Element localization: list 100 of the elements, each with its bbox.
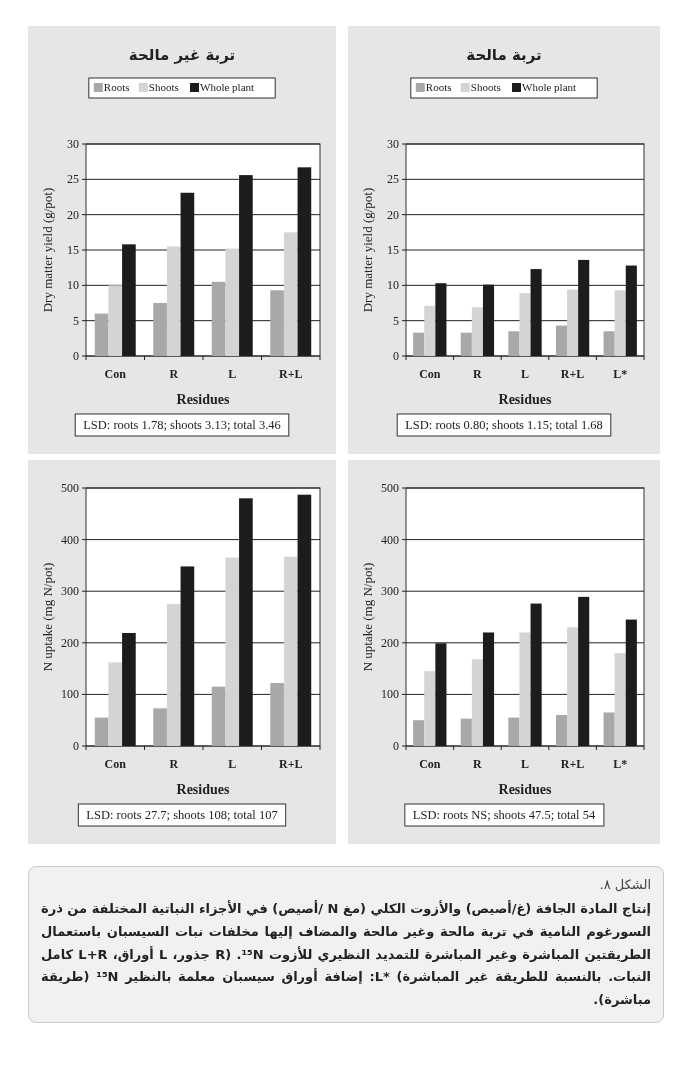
x-tick-label: R+L bbox=[278, 367, 303, 381]
y-tick-label: 5 bbox=[393, 313, 399, 328]
text: LSD: roots NS; shoots 47.5; total 54 bbox=[412, 808, 596, 822]
x-tick-label: R bbox=[169, 757, 179, 771]
y-tick-label: 0 bbox=[393, 349, 399, 363]
bar bbox=[471, 307, 483, 356]
y-tick-label: 100 bbox=[61, 687, 79, 702]
x-tick-label: R bbox=[473, 367, 483, 381]
bar bbox=[211, 686, 226, 746]
x-tick-label: L bbox=[520, 757, 530, 771]
bar bbox=[225, 248, 240, 356]
bar bbox=[153, 708, 167, 746]
bar bbox=[567, 627, 579, 746]
chart-title: تربة غير مالحة bbox=[128, 46, 236, 64]
y-tick-label: 0 bbox=[73, 739, 79, 753]
text: LSD: roots 0.80; shoots 1.15; total 1.68 bbox=[405, 418, 603, 432]
y-tick-label: 300 bbox=[61, 584, 79, 599]
bar bbox=[270, 683, 284, 746]
chart-title: تربة مالحة bbox=[466, 46, 542, 64]
y-tick-label: 500 bbox=[61, 481, 79, 495]
bar bbox=[94, 717, 109, 746]
y-tick-label: 200 bbox=[381, 635, 399, 650]
y-axis-title: Dry matter yield (g/pot) bbox=[360, 187, 375, 313]
bar bbox=[614, 290, 626, 356]
y-axis-title: N uptake (mg N/pot) bbox=[360, 562, 375, 672]
bar bbox=[460, 332, 472, 356]
bar bbox=[567, 289, 579, 356]
bar bbox=[603, 712, 615, 746]
text: LSD: roots 27.7; shoots 108; total 107 bbox=[86, 808, 278, 822]
y-tick-label: 25 bbox=[67, 172, 79, 187]
bar bbox=[283, 556, 298, 746]
bar bbox=[166, 246, 181, 356]
y-axis-title: Dry matter yield (g/pot) bbox=[40, 187, 55, 313]
x-tick-label: R+L bbox=[278, 757, 303, 771]
y-tick-label: 30 bbox=[387, 137, 399, 151]
bar bbox=[519, 632, 531, 746]
bar bbox=[424, 671, 436, 746]
y-tick-label: 20 bbox=[67, 207, 79, 222]
y-tick-label: 100 bbox=[381, 687, 399, 702]
y-axis-title: N uptake (mg N/pot) bbox=[40, 562, 55, 672]
legend-label: Shoots bbox=[470, 81, 501, 93]
bar bbox=[555, 325, 568, 356]
y-tick-label: 15 bbox=[387, 243, 399, 257]
text: LSD: roots 1.78; shoots 3.13; total 3.46 bbox=[83, 418, 281, 432]
y-tick-label: 200 bbox=[61, 635, 79, 650]
x-tick-label: Con bbox=[104, 367, 127, 381]
bar bbox=[555, 715, 568, 746]
bar bbox=[471, 659, 483, 746]
bar bbox=[603, 331, 615, 356]
bar bbox=[460, 718, 472, 746]
bar bbox=[519, 293, 531, 356]
y-tick-label: 0 bbox=[73, 349, 79, 363]
bar bbox=[108, 285, 123, 356]
x-tick-label: L* bbox=[613, 367, 628, 381]
x-tick-label: R bbox=[473, 757, 483, 771]
bar bbox=[413, 332, 425, 356]
x-tick-label: L bbox=[520, 367, 530, 381]
x-tick-label: R+L bbox=[560, 367, 585, 381]
x-axis-title: Residues bbox=[176, 782, 230, 797]
y-tick-label: 500 bbox=[381, 481, 399, 495]
x-axis-title: Residues bbox=[176, 392, 230, 407]
text: إنتاج المادة الجافة (غ/أصيص) والأزوت الكلي (مغ N /أصيص) في الأجزاء النباتية المختلفة من ذرة السورغوم النامية في تربة مالحة وغير مالحة والمضاف إليها مخلفات نبات السيسبان باستعمال الطريقتين المباشرة وغير المباشرة للتمديد النظيري للأزوت ¹⁵N. (R جذور، L أوراق، L+R كامل النبات. بالنسبة للطريقة غير المباشرة) *L: إضافة أوراق سيسبان معلمة بالنظير ¹⁵N (طريقة مباشرة). bbox=[41, 899, 652, 1009]
y-tick-label: 400 bbox=[61, 532, 79, 547]
bar bbox=[225, 557, 240, 746]
bar bbox=[211, 281, 226, 356]
y-tick-label: 10 bbox=[67, 278, 79, 293]
y-tick-label: 0 bbox=[393, 739, 399, 753]
y-tick-label: 20 bbox=[387, 207, 399, 222]
bar bbox=[270, 290, 284, 356]
y-tick-label: 5 bbox=[73, 313, 79, 328]
y-tick-label: 400 bbox=[381, 532, 399, 547]
legend-label: Roots bbox=[425, 81, 452, 93]
x-tick-label: L bbox=[228, 757, 237, 771]
x-tick-label: R bbox=[169, 367, 179, 381]
x-tick-label: L* bbox=[613, 757, 628, 771]
x-axis-title: Residues bbox=[498, 782, 552, 797]
bar bbox=[508, 717, 520, 746]
legend-label: Whole plant bbox=[522, 81, 577, 93]
y-tick-label: 30 bbox=[67, 137, 79, 151]
text: الشكل ٨. bbox=[598, 877, 651, 892]
x-tick-label: Con bbox=[419, 367, 441, 381]
y-tick-label: 15 bbox=[67, 243, 79, 257]
bar bbox=[94, 313, 109, 356]
bar bbox=[108, 662, 123, 746]
legend-label: Roots bbox=[103, 81, 130, 93]
x-tick-label: Con bbox=[419, 757, 441, 771]
bar bbox=[153, 303, 167, 356]
legend-label: Whole plant bbox=[200, 81, 255, 93]
x-tick-label: Con bbox=[104, 757, 127, 771]
bar bbox=[413, 720, 425, 746]
legend-label: Shoots bbox=[148, 81, 179, 93]
y-tick-label: 25 bbox=[387, 172, 399, 187]
bar bbox=[424, 305, 436, 356]
x-tick-label: R+L bbox=[560, 757, 585, 771]
bar bbox=[166, 604, 181, 746]
x-tick-label: L bbox=[228, 367, 237, 381]
y-tick-label: 300 bbox=[381, 584, 399, 599]
bar bbox=[614, 653, 626, 746]
x-axis-title: Residues bbox=[498, 392, 552, 407]
bar bbox=[283, 232, 298, 356]
